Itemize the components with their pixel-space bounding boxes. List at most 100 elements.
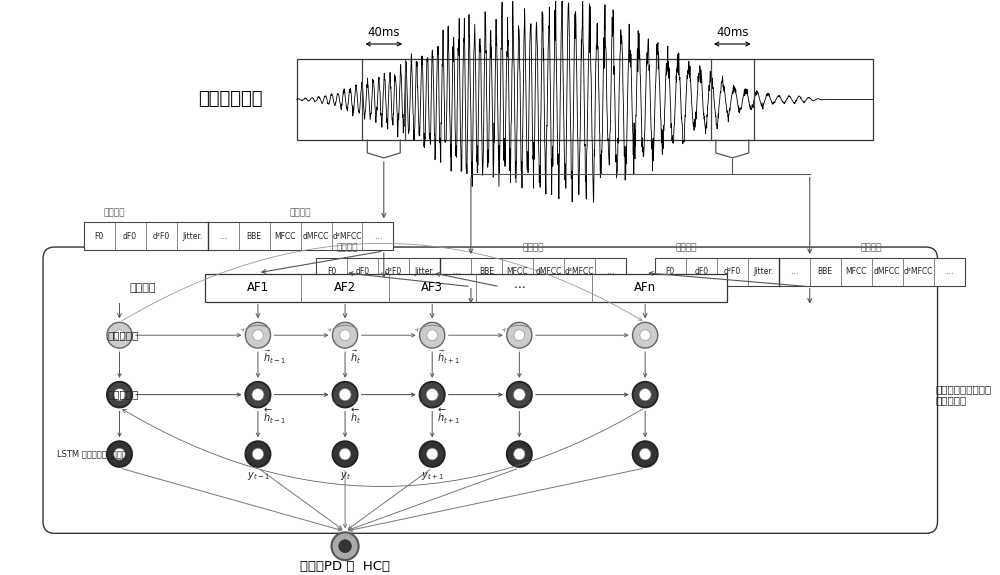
Circle shape — [252, 389, 264, 401]
Text: Jitter.: Jitter. — [414, 267, 435, 277]
Circle shape — [633, 382, 658, 408]
Text: MFCC: MFCC — [845, 267, 867, 277]
Text: 向后隐含层: 向后隐含层 — [108, 390, 139, 400]
Circle shape — [332, 382, 358, 408]
Circle shape — [513, 389, 525, 401]
Text: $\vec{h}_t$: $\vec{h}_t$ — [350, 348, 361, 366]
Text: dMFCC: dMFCC — [303, 232, 329, 241]
Circle shape — [507, 441, 532, 467]
Text: 语音输入信号: 语音输入信号 — [198, 90, 263, 109]
Circle shape — [514, 330, 525, 340]
Circle shape — [640, 330, 650, 340]
Circle shape — [427, 448, 438, 460]
Text: 双向长短时记忆循环
神经网络。: 双向长短时记忆循环 神经网络。 — [936, 384, 992, 405]
Text: $y_{t+1}$: $y_{t+1}$ — [421, 470, 444, 482]
FancyBboxPatch shape — [43, 247, 938, 534]
Circle shape — [339, 540, 351, 553]
Text: ⋯: ⋯ — [513, 281, 525, 294]
Circle shape — [427, 330, 437, 340]
Text: F0: F0 — [95, 232, 104, 241]
Text: 向前隐含层: 向前隐含层 — [108, 330, 139, 340]
Text: AF3: AF3 — [421, 281, 443, 294]
Circle shape — [339, 389, 351, 401]
Circle shape — [332, 441, 358, 467]
Text: …: … — [791, 267, 798, 277]
Text: 发音特征: 发音特征 — [336, 244, 358, 252]
Text: $\vec{h}_{t+1}$: $\vec{h}_{t+1}$ — [437, 348, 460, 366]
Text: 调音特征: 调音特征 — [861, 244, 882, 252]
Circle shape — [507, 382, 532, 408]
Circle shape — [340, 330, 350, 340]
Text: d²F0: d²F0 — [385, 267, 402, 277]
Circle shape — [253, 330, 263, 340]
Text: $\overleftarrow{h}_{t+1}$: $\overleftarrow{h}_{t+1}$ — [437, 407, 460, 426]
Text: d²F0: d²F0 — [152, 232, 170, 241]
Text: $y_t$: $y_t$ — [340, 470, 351, 482]
Text: Jitter.: Jitter. — [753, 267, 773, 277]
Text: …: … — [219, 232, 227, 241]
Text: MFCC: MFCC — [507, 267, 528, 277]
Text: 发音特征: 发音特征 — [104, 208, 125, 217]
Bar — [205, 274, 727, 301]
Text: 动态特征: 动态特征 — [130, 283, 156, 293]
Text: dMFCC: dMFCC — [535, 267, 562, 277]
Text: dF0: dF0 — [355, 267, 370, 277]
Text: 40ms: 40ms — [716, 26, 749, 39]
Circle shape — [639, 389, 651, 401]
Circle shape — [107, 382, 132, 408]
Circle shape — [640, 448, 651, 460]
Text: …: … — [452, 267, 459, 277]
Circle shape — [114, 330, 125, 340]
Circle shape — [420, 323, 445, 348]
Text: LSTM 循环神经网络输出层: LSTM 循环神经网络输出层 — [57, 450, 126, 459]
Text: d²MFCC: d²MFCC — [565, 267, 594, 277]
Text: d²MFCC: d²MFCC — [903, 267, 933, 277]
Text: 发音特征: 发音特征 — [675, 244, 697, 252]
Text: dMFCC: dMFCC — [874, 267, 900, 277]
Text: AFn: AFn — [634, 281, 656, 294]
Text: BBE: BBE — [247, 232, 262, 241]
Circle shape — [339, 448, 351, 460]
Text: …: … — [607, 267, 614, 277]
Text: F0: F0 — [666, 267, 675, 277]
Text: F0: F0 — [327, 267, 336, 277]
Text: $\overleftarrow{h}_{t-1}$: $\overleftarrow{h}_{t-1}$ — [263, 407, 286, 426]
Text: BBE: BBE — [818, 267, 833, 277]
Circle shape — [245, 441, 271, 467]
Text: $y_{t-1}$: $y_{t-1}$ — [247, 470, 269, 482]
Circle shape — [332, 323, 358, 348]
Circle shape — [114, 448, 125, 460]
Text: d²F0: d²F0 — [724, 267, 741, 277]
Text: 40ms: 40ms — [368, 26, 400, 39]
Text: dF0: dF0 — [694, 267, 708, 277]
Circle shape — [113, 389, 126, 401]
Bar — [655, 258, 965, 286]
Text: …: … — [374, 232, 382, 241]
Circle shape — [107, 441, 132, 467]
Text: AF1: AF1 — [247, 281, 269, 294]
Circle shape — [245, 382, 271, 408]
Text: 调音特征: 调音特征 — [522, 244, 544, 252]
Text: dF0: dF0 — [123, 232, 137, 241]
Circle shape — [633, 323, 658, 348]
Circle shape — [420, 382, 445, 408]
Text: …: … — [945, 267, 953, 277]
Bar — [84, 223, 393, 250]
Circle shape — [514, 448, 525, 460]
Circle shape — [420, 441, 445, 467]
Bar — [316, 258, 626, 286]
Text: MFCC: MFCC — [274, 232, 296, 241]
Text: d²MFCC: d²MFCC — [332, 232, 362, 241]
Text: 输出：PD 或  HC。: 输出：PD 或 HC。 — [300, 559, 390, 573]
Circle shape — [332, 532, 359, 560]
Circle shape — [426, 389, 438, 401]
Circle shape — [252, 448, 264, 460]
Bar — [297, 59, 873, 140]
Text: AF2: AF2 — [334, 281, 356, 294]
Text: BBE: BBE — [479, 267, 494, 277]
Text: $\overleftarrow{h}_t$: $\overleftarrow{h}_t$ — [350, 407, 361, 426]
Text: $\vec{h}_{t-1}$: $\vec{h}_{t-1}$ — [263, 348, 286, 366]
Circle shape — [245, 323, 271, 348]
Circle shape — [107, 323, 132, 348]
Text: 调音特征: 调音特征 — [290, 208, 311, 217]
